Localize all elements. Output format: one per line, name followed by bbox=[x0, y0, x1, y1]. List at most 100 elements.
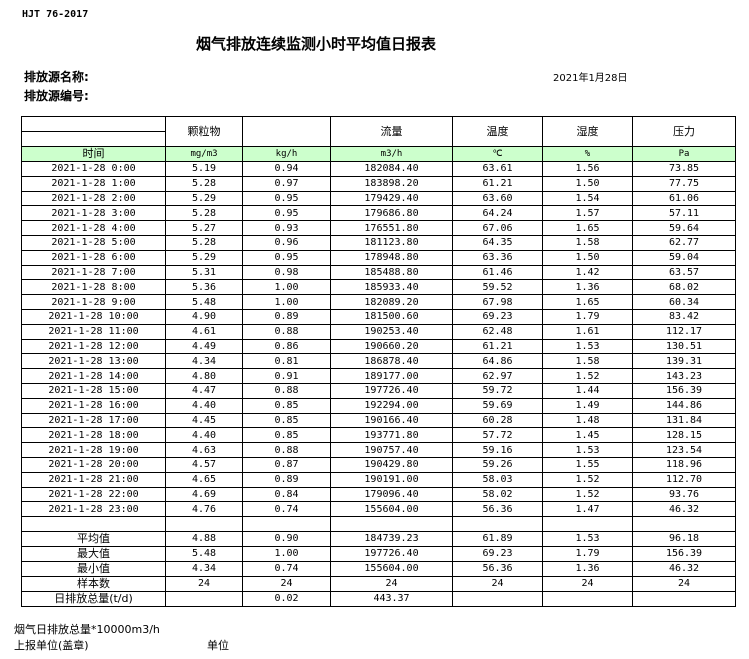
cell: 59.64 bbox=[632, 220, 736, 236]
table-row: 2021-1-28 4:00 5.27 0.93 176551.80 67.06 1.65… bbox=[21, 220, 736, 236]
cell: 64.35 bbox=[452, 234, 543, 251]
cell: 46.32 bbox=[632, 501, 736, 518]
table-row: 2021-1-28 11:00 4.61 0.88 190253.40 62.48 1.6… bbox=[21, 323, 736, 340]
cell: 144.86 bbox=[632, 397, 736, 414]
cell: 185488.80 bbox=[330, 264, 453, 281]
cell: 1.36 bbox=[542, 561, 633, 578]
cell: 69.23 bbox=[452, 546, 543, 563]
cell: 68.02 bbox=[632, 279, 736, 296]
cell: 185933.40 bbox=[330, 279, 453, 296]
cell: 59.72 bbox=[452, 382, 543, 399]
cell: 2021-1-28 21:00 bbox=[21, 471, 166, 488]
cell: 1.58 bbox=[542, 234, 633, 251]
table-row: 2021-1-28 1:00 5.28 0.97 183898.20 61.21 1.50… bbox=[21, 175, 736, 192]
cell: 0.86 bbox=[242, 338, 331, 355]
standard-code: HJT 76-2017 bbox=[22, 9, 89, 20]
cell: 443.37 bbox=[330, 591, 453, 608]
cell: 2021-1-28 16:00 bbox=[21, 397, 166, 414]
table-row: 2021-1-28 13:00 4.34 0.81 186878.40 64.86 1.5… bbox=[21, 353, 736, 370]
cell: 1.55 bbox=[542, 456, 633, 473]
table-row: 2021-1-28 5:00 5.28 0.96 181123.80 64.35 1.58… bbox=[21, 234, 736, 251]
cell: 4.34 bbox=[165, 353, 243, 370]
table-row: 2021-1-28 9:00 5.48 1.00 182089.20 67.98 1.65… bbox=[21, 294, 736, 310]
cell: 123.54 bbox=[632, 442, 736, 458]
cell: 1.61 bbox=[542, 323, 633, 340]
cell: 4.63 bbox=[165, 442, 243, 458]
cell: 190166.40 bbox=[330, 412, 453, 429]
cell: 4.47 bbox=[165, 382, 243, 399]
cell: 0.95 bbox=[242, 205, 331, 222]
cell: 1.42 bbox=[542, 264, 633, 281]
cell: 64.86 bbox=[452, 353, 543, 370]
cell: 4.34 bbox=[165, 561, 243, 578]
cell: 0.88 bbox=[242, 382, 331, 399]
cell: 179429.40 bbox=[330, 190, 453, 207]
cell: 179686.80 bbox=[330, 205, 453, 222]
cell: 0.88 bbox=[242, 442, 331, 458]
cell: 61.21 bbox=[452, 175, 543, 192]
cell: 131.84 bbox=[632, 412, 736, 429]
table-row: 2021-1-28 0:00 5.19 0.94 182084.40 63.61 1.56… bbox=[21, 161, 736, 177]
cell bbox=[21, 516, 166, 533]
cell: 4.65 bbox=[165, 471, 243, 488]
cell: 190757.40 bbox=[330, 442, 453, 458]
cell: 58.02 bbox=[452, 486, 543, 503]
cell: 63.61 bbox=[452, 161, 543, 177]
cell: 5.29 bbox=[165, 249, 243, 266]
cell: 0.85 bbox=[242, 397, 331, 414]
table-row: 2021-1-28 16:00 4.40 0.85 192294.00 59.69 1.4… bbox=[21, 397, 736, 414]
cell: 5.27 bbox=[165, 220, 243, 236]
cell: 112.17 bbox=[632, 323, 736, 340]
cell: 0.84 bbox=[242, 486, 331, 503]
cell: 184739.23 bbox=[330, 531, 453, 548]
cell: 2021-1-28 1:00 bbox=[21, 175, 166, 192]
cell: 176551.80 bbox=[330, 220, 453, 236]
cell: 0.85 bbox=[242, 427, 331, 444]
cell: 182089.20 bbox=[330, 294, 453, 310]
cell: 61.21 bbox=[452, 338, 543, 355]
cell: 1.00 bbox=[242, 294, 331, 310]
cell: 4.45 bbox=[165, 412, 243, 429]
cell: 24 bbox=[452, 576, 543, 593]
cell: 59.52 bbox=[452, 279, 543, 296]
cell: 平均值 bbox=[21, 531, 166, 548]
cell: 2021-1-28 23:00 bbox=[21, 501, 166, 518]
cell: 最小值 bbox=[21, 561, 166, 578]
cell: 1.00 bbox=[242, 279, 331, 296]
cell: 56.36 bbox=[452, 501, 543, 518]
cell: 1.50 bbox=[542, 175, 633, 192]
report-table: 颗粒物 流量 温度 湿度 压力 时间 mg/m3 kg/h m3/h ℃ % P… bbox=[21, 116, 736, 608]
cell: 1.45 bbox=[542, 427, 633, 444]
cell: 5.31 bbox=[165, 264, 243, 281]
cell: 1.54 bbox=[542, 190, 633, 207]
cell: 62.77 bbox=[632, 234, 736, 251]
cell: 57.11 bbox=[632, 205, 736, 222]
cell bbox=[452, 516, 543, 533]
cell: 0.94 bbox=[242, 161, 331, 177]
cell: 0.89 bbox=[242, 471, 331, 488]
cell: 2021-1-28 17:00 bbox=[21, 412, 166, 429]
cell: 190253.40 bbox=[330, 323, 453, 340]
cell: 24 bbox=[330, 576, 453, 593]
summary-row: 最小值 4.34 0.74 155604.00 56.36 1.36 46.32 bbox=[21, 561, 736, 578]
table-row: 2021-1-28 12:00 4.49 0.86 190660.20 61.21 1.5… bbox=[21, 338, 736, 355]
cell: 61.46 bbox=[452, 264, 543, 281]
table-row: 2021-1-28 19:00 4.63 0.88 190757.40 59.16 1.5… bbox=[21, 442, 736, 458]
cell: 59.16 bbox=[452, 442, 543, 458]
header-flow: 流量 bbox=[330, 116, 453, 147]
cell: 192294.00 bbox=[330, 397, 453, 414]
cell: 2021-1-28 8:00 bbox=[21, 279, 166, 296]
cell: 2021-1-28 20:00 bbox=[21, 456, 166, 473]
cell: 1.52 bbox=[542, 471, 633, 488]
cell: 139.31 bbox=[632, 353, 736, 370]
cell: 183898.20 bbox=[330, 175, 453, 192]
summary-row: 最大值 5.48 1.00 197726.40 69.23 1.79 156.39 bbox=[21, 546, 736, 563]
cell: 最大值 bbox=[21, 546, 166, 563]
cell: 4.49 bbox=[165, 338, 243, 355]
cell: 190429.80 bbox=[330, 456, 453, 473]
cell: 73.85 bbox=[632, 161, 736, 177]
cell: 1.53 bbox=[542, 531, 633, 548]
cell: 0.88 bbox=[242, 323, 331, 340]
cell: 0.81 bbox=[242, 353, 331, 370]
cell: 130.51 bbox=[632, 338, 736, 355]
